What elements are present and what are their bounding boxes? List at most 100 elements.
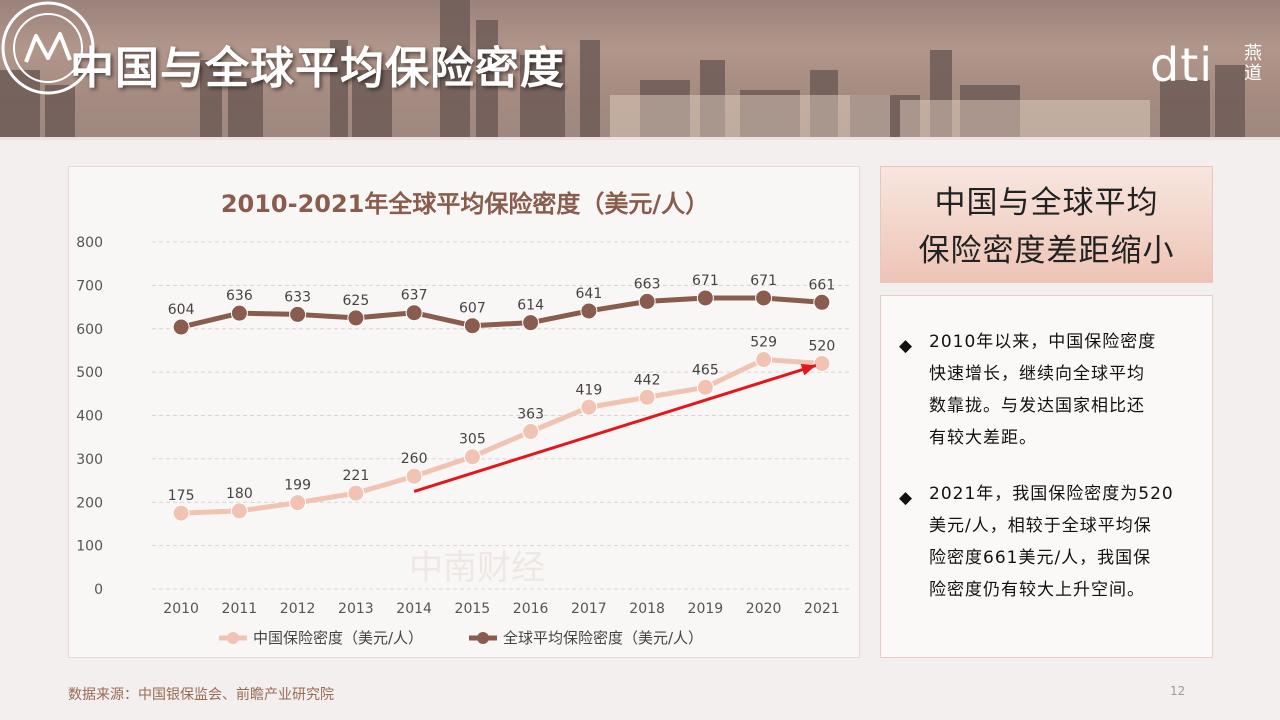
x-tick-label: 2015 — [455, 601, 491, 617]
data-point — [172, 504, 190, 522]
city-skyline-image — [0, 0, 1280, 137]
diamond-bullet-icon: ◆ — [899, 488, 913, 508]
diamond-bullet-icon: ◆ — [899, 336, 913, 356]
chart-title: 2010-2021年全球平均保险密度（美元/人） — [221, 190, 709, 218]
data-point — [463, 317, 481, 335]
data-point — [405, 467, 423, 485]
data-label: 671 — [750, 273, 777, 289]
side-headline-line-2: 保险密度差距缩小 — [918, 233, 1175, 269]
trend-arrow-line — [413, 364, 817, 493]
data-label: 442 — [634, 372, 661, 388]
data-label: 529 — [750, 335, 777, 351]
legend-swatch-marker — [477, 632, 489, 644]
x-tick-label: 2013 — [338, 601, 374, 617]
page-number: 12 — [1170, 684, 1186, 698]
data-label: 604 — [168, 302, 195, 318]
side-text-box: ◆ 2010年以来，中国保险密度 快速增长，继续向全球平均 数靠拢。与发达国家相… — [880, 295, 1213, 658]
data-label: 625 — [343, 293, 370, 309]
data-point — [522, 423, 540, 441]
data-point — [289, 494, 307, 512]
data-point — [230, 304, 248, 322]
y-tick-label: 300 — [76, 452, 103, 468]
x-tick-label: 2010 — [163, 601, 199, 617]
data-label: 180 — [226, 486, 253, 502]
x-tick-label: 2017 — [571, 601, 607, 617]
y-tick-label: 800 — [76, 235, 103, 251]
x-tick-label: 2019 — [688, 601, 724, 617]
data-label: 305 — [459, 432, 486, 448]
data-point — [230, 502, 248, 520]
trend-arrow-head-icon — [800, 363, 816, 376]
data-point — [405, 304, 423, 322]
bullet-1-line: 2010年以来，中国保险密度 — [929, 332, 1157, 352]
logo-subtext: 燕道 — [1244, 43, 1262, 84]
data-label: 363 — [517, 407, 544, 423]
data-label: 419 — [576, 382, 603, 398]
x-tick-label: 2021 — [804, 601, 840, 617]
bullet-2-line: 美元/人，相较于全球平均保 — [929, 516, 1152, 536]
data-point — [289, 305, 307, 323]
data-point — [347, 309, 365, 327]
data-label: 520 — [809, 338, 836, 354]
data-label: 260 — [401, 451, 428, 467]
data-label: 663 — [634, 276, 661, 292]
x-tick-label: 2016 — [513, 601, 549, 617]
y-tick-label: 100 — [76, 539, 103, 555]
x-tick-label: 2014 — [396, 601, 432, 617]
y-tick-label: 700 — [76, 278, 103, 294]
data-point — [755, 289, 773, 307]
watermark-text: 中南财经 — [409, 548, 545, 588]
data-label: 199 — [284, 478, 311, 494]
bullet-2-line: 险密度661美元/人，我国保 — [929, 548, 1152, 568]
data-point — [347, 484, 365, 502]
line-chart: 2010-2021年全球平均保险密度（美元/人） 中南财经 0 100 200 300 40… — [76, 190, 851, 647]
x-tick-label: 2011 — [222, 601, 258, 617]
page-title: 中国与全球平均保险密度 — [70, 43, 565, 94]
bullet-1-line: 有较大差距。 — [929, 428, 1037, 448]
data-label: 633 — [284, 289, 311, 305]
header-banner: 中国与全球平均保险密度 dti 燕道 — [0, 0, 1280, 137]
series-line-1 — [181, 357, 823, 516]
y-tick-label: 400 — [76, 409, 103, 425]
data-point — [638, 388, 656, 406]
data-point — [522, 314, 540, 332]
bullet-1-line: 数靠拢。与发达国家相比还 — [929, 396, 1145, 416]
bullet-1-line: 快速增长，继续向全球平均 — [929, 364, 1145, 384]
x-tick-label: 2018 — [629, 601, 665, 617]
y-tick-label: 200 — [76, 495, 103, 511]
logo-emblem-icon — [1, 1, 95, 95]
side-headline-line-1: 中国与全球平均 — [934, 185, 1159, 221]
y-tick-label: 600 — [76, 322, 103, 338]
data-label: 636 — [226, 288, 253, 304]
data-label: 641 — [576, 286, 603, 302]
legend-label: 全球平均保险密度（美元/人） — [503, 629, 703, 647]
data-label: 614 — [517, 298, 544, 314]
data-point — [172, 318, 190, 336]
series-line-2 — [180, 295, 823, 330]
side-headline-box: 中国与全球平均 保险密度差距缩小 — [880, 166, 1213, 283]
bullet-2-line: 险密度仍有较大上升空间。 — [929, 580, 1145, 600]
data-label: 221 — [343, 468, 370, 484]
data-point — [813, 354, 831, 372]
data-label: 465 — [692, 362, 719, 378]
header-divider — [0, 137, 1280, 140]
data-label: 637 — [401, 288, 428, 304]
x-tick-label: 2020 — [746, 601, 782, 617]
y-tick-label: 500 — [76, 365, 103, 381]
legend-swatch-marker — [227, 632, 239, 644]
data-point — [755, 351, 773, 369]
data-point — [580, 302, 598, 320]
logo-text: dti — [1150, 38, 1214, 92]
data-point — [696, 289, 714, 307]
data-point — [580, 398, 598, 416]
data-point — [638, 292, 656, 310]
legend-label: 中国保险密度（美元/人） — [253, 629, 423, 647]
data-label: 661 — [809, 277, 836, 293]
y-tick-label: 0 — [94, 582, 103, 598]
data-label: 671 — [692, 273, 719, 289]
data-point — [813, 293, 831, 311]
chart-panel: 2010-2021年全球平均保险密度（美元/人） 中南财经 0 100 200 300 40… — [68, 166, 860, 658]
data-point — [696, 378, 714, 396]
data-point — [463, 448, 481, 466]
data-label: 607 — [459, 301, 486, 317]
